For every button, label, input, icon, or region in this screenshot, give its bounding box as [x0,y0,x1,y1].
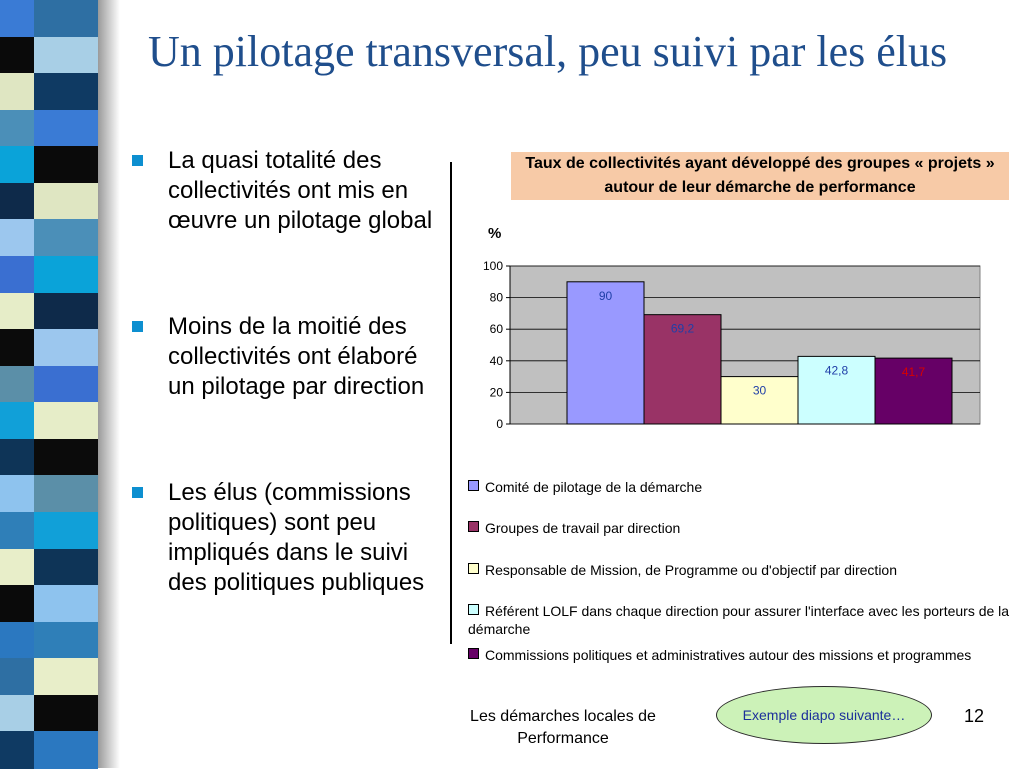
bar [874,357,953,425]
page-number: 12 [964,706,985,726]
legend-swatch [468,604,479,615]
bar [720,376,799,425]
stripe-block [0,438,34,477]
stripe-block [34,219,98,257]
legend-item: Référent LOLF dans chaque direction pour… [468,602,1024,638]
legend-item: Commissions politiques et administrative… [468,646,971,664]
stripe-block [34,73,98,111]
stripe-block [0,512,34,550]
y-tick-label: 60 [490,322,504,336]
stripe-block [0,658,34,696]
bullet-item: La quasi totalité des collectivités ont … [132,146,450,312]
stripe-block [0,585,34,623]
bar [643,314,722,425]
stripe-block [34,109,98,148]
slide-title: Un pilotage transversal, peu suivi par l… [148,27,948,76]
stripe-block [0,36,34,75]
square-bullet-icon [132,487,143,498]
bar-value-label: 42,8 [825,363,849,377]
square-bullet-icon [132,155,143,166]
stripe-block [0,402,34,440]
y-tick-label: 0 [496,417,503,431]
stripe-shadow [98,0,120,768]
y-tick-label: 80 [490,291,504,305]
bullet-text: Moins de la moitié des collectivités ont… [168,313,425,400]
stripe-block [0,256,34,294]
stripe-block [0,548,34,587]
y-axis-label: % [488,225,501,242]
stripe-block [0,73,34,111]
stripe-block [34,694,98,733]
bullet-list: La quasi totalité des collectivités ont … [132,146,450,598]
stripe-block [0,182,34,221]
legend-swatch [468,563,479,574]
stripe-block [34,0,98,38]
legend-item: Groupes de travail par direction [468,519,680,537]
bar-value-label: 41,7 [902,365,926,379]
stripe-block [34,146,98,184]
legend-swatch [468,480,479,491]
stripe-block [34,256,98,294]
legend-label: Référent LOLF dans chaque direction pour… [468,603,1010,637]
stripe-block [34,475,98,513]
stripe-block [34,621,98,660]
stripe-block [34,585,98,623]
stripe-block [34,512,98,550]
y-tick-label: 40 [490,354,504,368]
legend-item: Comité de pilotage de la démarche [468,478,702,496]
stripe-block [34,548,98,587]
vertical-divider [450,162,452,644]
stripe-block [0,365,34,404]
stripe-block [34,438,98,477]
stripe-block [0,329,34,367]
bar-chart: % 0 20 40 60 80 100 90 69,2 30 42,8 41,7 [483,225,981,431]
legend-label: Responsable de Mission, de Programme ou … [485,562,898,578]
y-tick-label: 100 [483,259,503,273]
stripe-block [0,731,34,769]
y-tick-label: 20 [490,385,504,399]
legend-swatch [468,521,479,532]
stripe-block [34,402,98,440]
stripe-block [0,109,34,148]
stripe-block [0,219,34,257]
stripe-block [34,365,98,404]
legend-item: Responsable de Mission, de Programme ou … [468,561,897,579]
bar-value-label: 90 [599,289,613,303]
bullet-text: La quasi totalité des collectivités ont … [168,147,433,234]
stripe-block [0,0,34,38]
stripe-block [34,36,98,75]
stripe-block [0,292,34,331]
stripe-block [34,329,98,367]
stripe-block [34,658,98,696]
stripe-block [34,292,98,331]
legend-label: Commissions politiques et administrative… [485,647,972,663]
legend-swatch [468,648,479,659]
bar [566,281,645,425]
bar-value-label: 69,2 [671,322,695,336]
stripe-block [34,182,98,221]
bullet-item: Les élus (commissions politiques) sont p… [132,478,450,598]
stripe-block [0,146,34,184]
bullet-text: Les élus (commissions politiques) sont p… [168,479,425,596]
square-bullet-icon [132,321,143,332]
stripe-block [0,475,34,513]
next-slide-button[interactable]: Exemple diapo suivante… [716,686,932,744]
footer-text: Les démarches locales de Performance [470,708,656,747]
stripe-block [0,621,34,660]
legend-label: Comité de pilotage de la démarche [485,479,703,495]
legend-label: Groupes de travail par direction [485,520,681,536]
bar-value-label: 30 [753,384,767,398]
chart-title: Taux de collectivités ayant développé de… [511,152,1009,200]
decorative-stripe-band [0,0,120,769]
bar [797,355,876,425]
bullet-item: Moins de la moitié des collectivités ont… [132,312,450,478]
stripe-block [34,731,98,769]
stripe-block [0,694,34,733]
